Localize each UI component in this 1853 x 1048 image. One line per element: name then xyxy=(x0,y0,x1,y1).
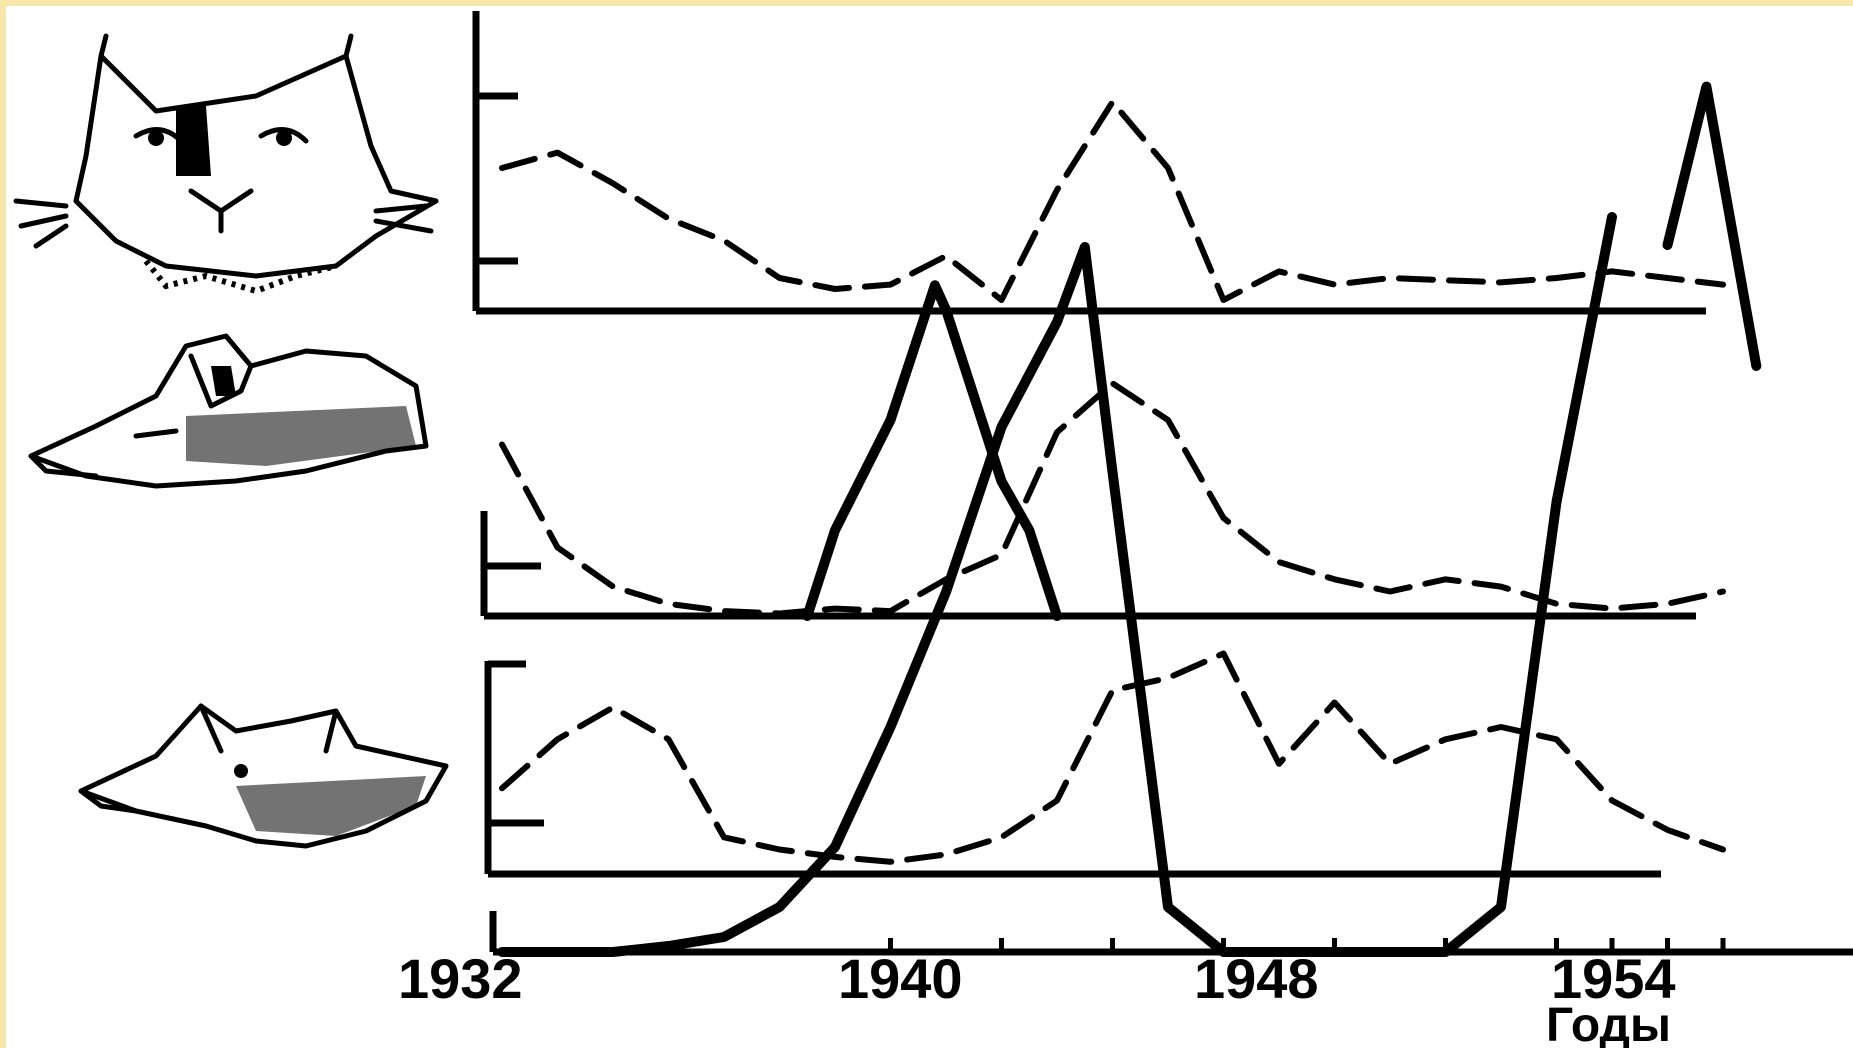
x-ticks xyxy=(888,938,1726,952)
fox-head-icon xyxy=(28,333,429,489)
wolf-dashed-series-line xyxy=(499,650,1726,865)
x-tick-label: 1932 xyxy=(398,947,523,1010)
fox-dashed-series-line xyxy=(499,380,1726,617)
x-tick-label: 1940 xyxy=(838,947,963,1010)
lynx-solid-series-line xyxy=(1662,81,1762,371)
chart-frame: 1932 1940 1948 1954 Годы xyxy=(6,6,1853,1048)
x-tick-label: 1954 xyxy=(1551,947,1676,1010)
chart-canvas: 1932 1940 1948 1954 Годы xyxy=(13,11,1853,1048)
lynx-head-icon xyxy=(13,33,439,295)
x-tick-labels: 1932 1940 1948 1954 xyxy=(398,947,1676,1010)
fox-solid-series-line xyxy=(802,280,1062,621)
chart-axes xyxy=(472,11,1853,956)
series-layer xyxy=(497,81,1762,957)
wolf-head-icon xyxy=(78,703,449,849)
x-axis-label: Годы xyxy=(1546,999,1671,1048)
wolf-solid-series-line xyxy=(497,212,1617,957)
lynx-dashed-series-line xyxy=(499,99,1726,303)
x-tick-label: 1948 xyxy=(1194,947,1319,1010)
